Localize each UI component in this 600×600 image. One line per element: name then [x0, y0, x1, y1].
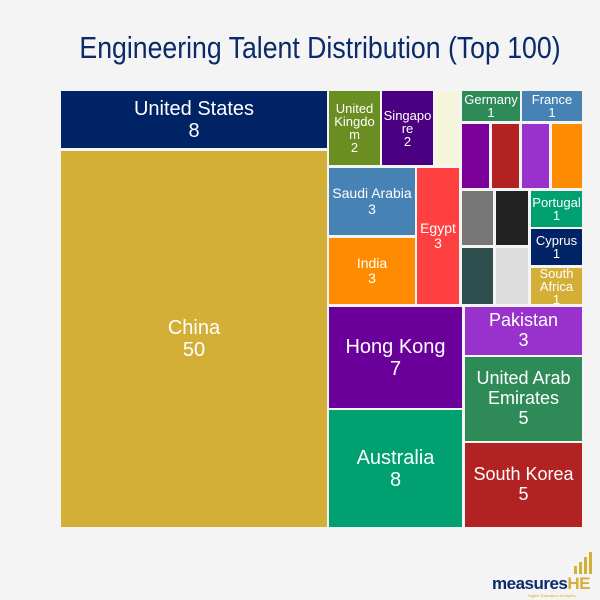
tile-unlabeled-10[interactable]	[462, 124, 489, 188]
tile-unlabeled-15[interactable]	[496, 191, 528, 245]
tile-label: Singapore	[383, 107, 432, 136]
tile-egypt[interactable]: Egypt 3	[417, 168, 459, 304]
tile-india[interactable]: India 3	[329, 238, 415, 304]
tile-label: Australia	[356, 446, 435, 469]
tile-hong-kong[interactable]: Hong Kong 7	[329, 307, 462, 408]
tile-value: 3	[368, 200, 376, 217]
tile-united-kingdom[interactable]: United Kingdom 2	[329, 91, 380, 165]
tile-value: 50	[182, 339, 206, 361]
tile-unlabeled-12[interactable]	[522, 124, 549, 188]
tile-value: 3	[434, 235, 442, 251]
tile-value: 1	[487, 105, 495, 120]
tile-label: United States	[133, 97, 255, 120]
tile-label: Germany	[464, 92, 518, 107]
tile-value: 3	[518, 330, 529, 350]
tile-unlabeled-16[interactable]	[462, 248, 493, 304]
tile-united-states[interactable]: United States 8	[61, 91, 327, 148]
tile-china[interactable]: China 50	[61, 151, 327, 527]
tile-unlabeled-13[interactable]	[552, 124, 582, 188]
logo-main-text: measures	[492, 574, 568, 593]
tile-south-africa[interactable]: South Africa 1	[531, 265, 582, 307]
tile-label: China	[167, 317, 221, 339]
tile-label: India	[356, 254, 388, 271]
tile-saudi-arabia[interactable]: Saudi Arabia 3	[329, 168, 415, 235]
logo-accent-text: HE	[567, 574, 591, 593]
tile-germany[interactable]: Germany 1	[462, 91, 520, 121]
tile-france[interactable]: France 1	[522, 91, 582, 121]
tile-label: South Africa	[539, 265, 574, 294]
tile-value: 1	[552, 246, 561, 261]
tile-unlabeled-11[interactable]	[492, 124, 519, 188]
tile-value: 2	[350, 140, 359, 155]
tile-label: Cyprus	[535, 233, 578, 248]
logo-tagline: Higher Education Analytics	[528, 593, 576, 598]
tile-label: Portugal	[532, 195, 581, 210]
tile-label: Hong Kong	[345, 335, 446, 358]
tile-value: 8	[389, 468, 402, 491]
tile-south-korea[interactable]: South Korea 5	[465, 443, 582, 527]
tile-value: 8	[188, 119, 200, 142]
tile-value: 2	[403, 133, 412, 149]
tile-label: United Kingdom	[334, 101, 375, 142]
tile-value: 1	[552, 208, 561, 223]
tile-pakistan[interactable]: Pakistan 3	[465, 307, 582, 355]
tile-label: South Korea	[473, 464, 574, 485]
tile-portugal[interactable]: Portugal 1	[531, 191, 582, 227]
tile-cyprus[interactable]: Cyprus 1	[531, 229, 582, 265]
tile-united-arab-emirates[interactable]: United Arab Emirates 5	[465, 357, 582, 441]
tile-value: 3	[368, 270, 376, 286]
measureshe-logo: measuresHE Higher Education Analytics	[492, 552, 600, 600]
logo-wordmark: measuresHE	[492, 574, 591, 594]
tile-singapore[interactable]: Singapore 2	[382, 91, 433, 165]
tile-value: 1	[552, 291, 561, 307]
tile-label: Egypt	[420, 219, 456, 236]
tile-label: United Arab Emirates	[476, 368, 571, 409]
tile-value: 7	[389, 357, 402, 380]
tile-label: France	[531, 92, 573, 107]
chart-title: Engineering Talent Distribution (Top 100…	[79, 30, 561, 65]
tile-unlabeled-4[interactable]	[435, 91, 459, 165]
tile-value: 5	[518, 407, 529, 428]
tile-unlabeled-14[interactable]	[462, 191, 493, 245]
tile-value: 5	[518, 484, 529, 504]
tile-value: 1	[548, 105, 556, 120]
tile-label: Saudi Arabia	[332, 185, 412, 202]
tile-unlabeled-17[interactable]	[496, 248, 528, 304]
tile-label: Pakistan	[488, 310, 559, 331]
tile-australia[interactable]: Australia 8	[329, 410, 462, 527]
